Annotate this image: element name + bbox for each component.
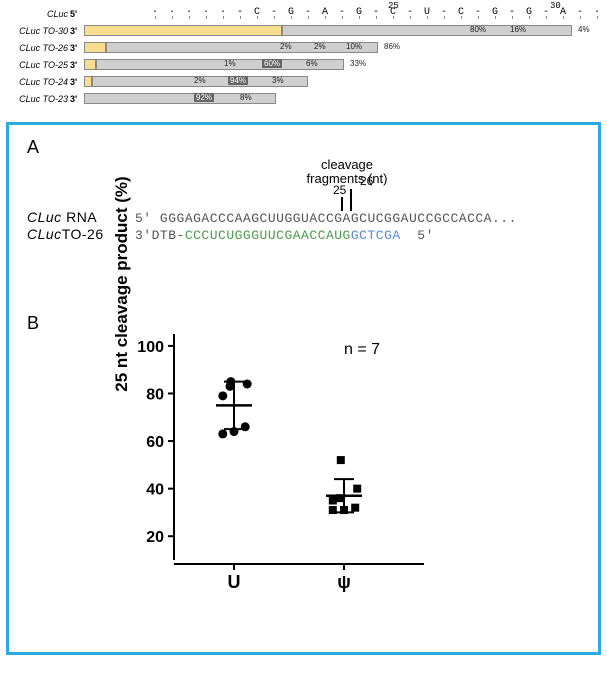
row-3prime: 3' — [70, 77, 84, 87]
oligo-row: CLuc TO-233' 92% 8% — [18, 91, 589, 107]
percent-label: 6% — [306, 59, 318, 68]
oligo-green-seq: CCCUCUGGGUUCGAACCAUG — [185, 228, 351, 243]
row-3prime: 3' — [70, 60, 84, 70]
cleavage-fragment-label: cleavage fragments (nt) — [27, 158, 580, 187]
oligo-5p: 5' — [417, 228, 434, 243]
position-marker: 25 — [388, 1, 399, 11]
header-5prime: 5' — [70, 9, 84, 19]
coverage-bar — [84, 25, 282, 36]
tick26-line — [350, 189, 352, 211]
bar-track: 92% 8% — [84, 92, 589, 106]
percent-label: 2% — [280, 42, 292, 51]
percent-label: 2% — [194, 76, 206, 85]
oligo-3p: 3' — [135, 228, 152, 243]
oligo-row: CLuc TO-253' 1% 60% 6% 33% — [18, 57, 589, 73]
panel-a: A cleavage fragments (nt) 25 26 CLuc RNA… — [27, 137, 580, 243]
coverage-bar — [282, 25, 572, 36]
coverage-bar — [106, 42, 378, 53]
bar-track: 1% 60% 6% 33% — [84, 58, 589, 72]
frag-line1: cleavage — [277, 158, 417, 172]
percent-label: 33% — [350, 59, 366, 68]
oligo-dtb: DTB- — [152, 228, 185, 243]
oligo-row-label: CLuc TO-25 — [18, 60, 70, 70]
row-3prime: 3' — [70, 94, 84, 104]
oligo-row: CLuc TO-263' 2% 2% 10% 86% — [18, 40, 589, 56]
oligo-row: CLuc TO-303' 80% 16% 4% — [18, 23, 589, 39]
row-3prime: 3' — [70, 43, 84, 53]
svg-text:40: 40 — [146, 481, 164, 498]
bar-track: 2% 94% 3% — [84, 75, 589, 89]
bar-track: 2% 2% 10% 86% — [84, 41, 589, 55]
percent-label: 10% — [346, 42, 362, 51]
frag-line2: fragments (nt) — [277, 172, 417, 186]
oligo-row-label: CLuc TO-26 — [18, 43, 70, 53]
coverage-bar — [84, 42, 106, 53]
percent-label: 60% — [262, 59, 282, 68]
panel-a-letter: A — [27, 137, 580, 158]
percent-label: 80% — [470, 25, 486, 34]
oligo-row: CLuc TO-243' 2% 94% 3% — [18, 74, 589, 90]
tick25-line — [341, 197, 343, 211]
svg-text:80: 80 — [146, 386, 164, 403]
svg-text:ψ: ψ — [337, 572, 351, 592]
svg-text:100: 100 — [137, 338, 164, 355]
oligo-row-label: CLuc TO-30 — [18, 26, 70, 36]
tick26-label: 26 — [360, 174, 373, 188]
cleavage-tick-lines: 25 26 — [135, 187, 580, 209]
cluc-rna-line: CLuc RNA5' GGGAGACCCAAGCUUGGUACCGAGCUCGG… — [27, 209, 580, 226]
percent-label: 86% — [384, 42, 400, 51]
row-3prime: 3' — [70, 26, 84, 36]
figure-frame: A cleavage fragments (nt) 25 26 CLuc RNA… — [6, 122, 601, 655]
sequence-header-row: CLuc 5' ·····-C-G-A-G-C-U-C-G-G-A-··-U··… — [18, 6, 589, 22]
oligo-alignment-panel: CLuc 5' ·····-C-G-A-G-C-U-C-G-G-A-··-U··… — [0, 0, 607, 118]
percent-label: 16% — [510, 25, 526, 34]
panel-b-letter: B — [27, 313, 580, 334]
scatter-plot-wrap: 25 nt cleavage product (%) 20406080100Uψ… — [124, 334, 484, 634]
svg-text:n = 7: n = 7 — [344, 341, 380, 358]
percent-label: 2% — [314, 42, 326, 51]
oligo-rows: CLuc TO-303'80%16%4%CLuc TO-263'2%2%10%8… — [18, 23, 589, 107]
svg-text:U: U — [227, 572, 240, 592]
position-marker: 30 — [550, 1, 561, 11]
panel-b: B 25 nt cleavage product (%) 20406080100… — [27, 313, 580, 634]
percent-label: 92% — [194, 93, 214, 102]
header-label: CLuc — [18, 9, 70, 19]
oligo-row-label: CLuc TO-23 — [18, 94, 70, 104]
coverage-bar — [84, 59, 96, 70]
rna-5p: 5' — [135, 211, 152, 226]
bar-track: 80% 16% 4% — [84, 24, 589, 38]
y-axis-label: 25 nt cleavage product (%) — [112, 174, 132, 394]
rna-sequence: GGGAGACCCAAGCUUGGUACCGAGCUCGGAUCCGCCACCA… — [160, 211, 517, 226]
percent-label: 4% — [578, 25, 590, 34]
percent-label: 3% — [272, 76, 284, 85]
coverage-bar — [84, 76, 92, 87]
percent-label: 94% — [228, 76, 248, 85]
oligo-blue-seq: GCTCGA — [351, 228, 401, 243]
tick25-label: 25 — [333, 183, 346, 197]
scatter-plot: 20 40 60 80 100 Uψ n = 7 — [124, 334, 444, 634]
percent-label: 1% — [224, 59, 236, 68]
svg-text:20: 20 — [146, 529, 164, 546]
percent-label: 8% — [240, 93, 252, 102]
cluc-to26-line: CLucTO-263'DTB-CCCUCUGGGUUCGAACCAUGGCTCG… — [27, 226, 580, 243]
svg-text:60: 60 — [146, 434, 164, 451]
oligo-row-label: CLuc TO-24 — [18, 77, 70, 87]
